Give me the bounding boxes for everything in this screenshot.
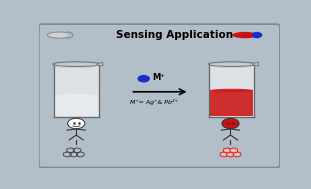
Wedge shape <box>66 32 73 39</box>
Polygon shape <box>233 152 241 157</box>
Polygon shape <box>227 152 234 157</box>
Circle shape <box>252 32 262 38</box>
FancyBboxPatch shape <box>39 24 280 167</box>
Ellipse shape <box>53 62 100 67</box>
Circle shape <box>67 118 85 129</box>
Polygon shape <box>230 148 238 153</box>
Polygon shape <box>54 64 99 117</box>
Circle shape <box>222 118 239 129</box>
Ellipse shape <box>47 32 72 38</box>
Ellipse shape <box>210 89 253 92</box>
Text: M⁺: M⁺ <box>153 73 165 82</box>
Ellipse shape <box>55 94 98 97</box>
Polygon shape <box>220 152 228 157</box>
Polygon shape <box>253 62 258 66</box>
Ellipse shape <box>232 32 258 38</box>
Polygon shape <box>210 90 253 116</box>
Text: Sensing Application: Sensing Application <box>117 30 234 40</box>
Polygon shape <box>97 62 103 66</box>
Text: M⁺= Ag⁺& Pb²⁺: M⁺= Ag⁺& Pb²⁺ <box>131 99 178 105</box>
Polygon shape <box>55 96 98 116</box>
Polygon shape <box>209 64 254 117</box>
Polygon shape <box>224 148 231 153</box>
Ellipse shape <box>208 62 255 67</box>
Circle shape <box>137 75 150 82</box>
